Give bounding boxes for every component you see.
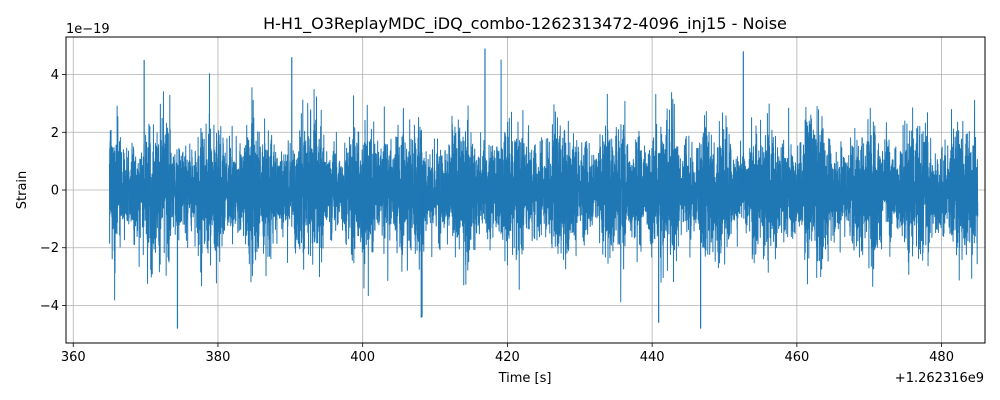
x-tick-label: 420 bbox=[495, 350, 520, 365]
y-tick-label: 2 bbox=[51, 126, 59, 141]
y-tick-label: −4 bbox=[40, 299, 59, 314]
strain-peak-spikes bbox=[143, 48, 744, 329]
x-offset-label: +1.262316e9 bbox=[895, 371, 984, 386]
y-scale-multiplier: 1e−19 bbox=[66, 22, 110, 37]
x-tick-label: 480 bbox=[929, 350, 954, 365]
x-axis-label: Time [s] bbox=[498, 371, 552, 386]
x-tick-label: 360 bbox=[61, 350, 86, 365]
chart-title: H-H1_O3ReplayMDC_iDQ_combo-1262313472-40… bbox=[263, 14, 787, 34]
y-axis-label: Strain bbox=[15, 171, 30, 210]
strain-noise-trace bbox=[108, 59, 979, 318]
axis-ticks: 360 380 400 420 440 460 480 −4 −2 0 2 4 bbox=[40, 68, 954, 365]
x-tick-label: 380 bbox=[206, 350, 231, 365]
strain-series bbox=[108, 48, 979, 329]
x-tick-label: 460 bbox=[784, 350, 809, 365]
x-tick-label: 440 bbox=[640, 350, 665, 365]
y-tick-label: 0 bbox=[51, 184, 59, 199]
y-tick-label: 4 bbox=[51, 68, 59, 83]
x-tick-label: 400 bbox=[350, 350, 375, 365]
y-tick-label: −2 bbox=[40, 241, 59, 256]
